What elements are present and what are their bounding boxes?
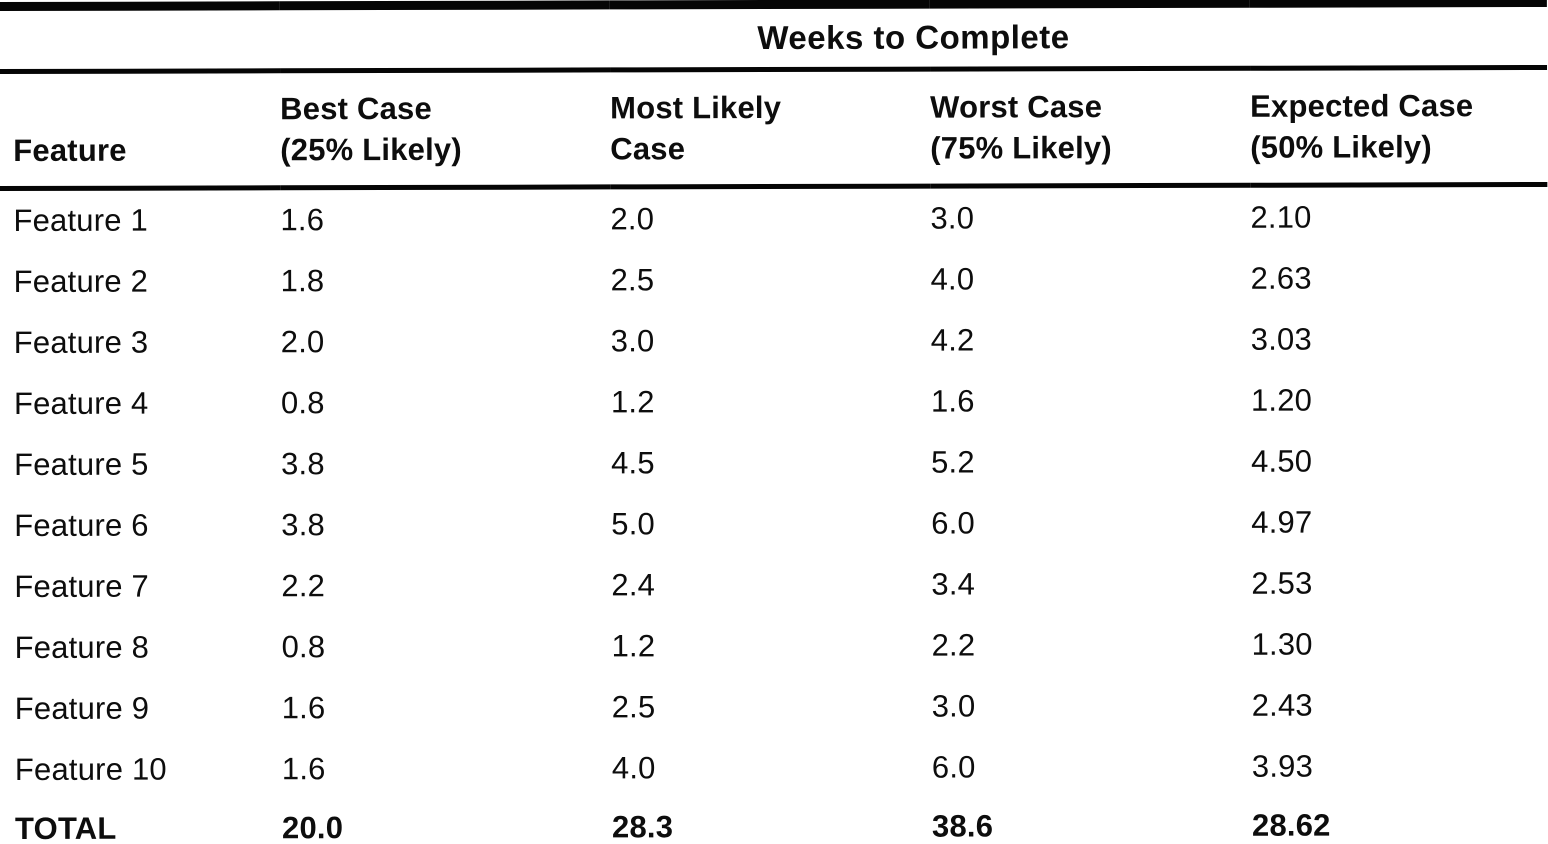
table-row: Feature 2 1.8 2.5 4.0 2.63 <box>0 248 1548 313</box>
expected-case-cell: 4.97 <box>1251 504 1313 541</box>
worst-case-cell: 3.0 <box>930 200 975 236</box>
best-case-cell: 2.0 <box>280 324 325 360</box>
feature-name-cell: Feature 4 <box>13 385 149 422</box>
table-title-spanner: Weeks to Complete <box>279 2 1548 71</box>
best-case-cell: 0.8 <box>280 385 325 421</box>
most-likely-cell: 2.5 <box>610 262 655 298</box>
best-case-cell: 3.8 <box>281 507 325 543</box>
most-likely-cell: 5.0 <box>611 506 655 542</box>
table-row: Feature 8 0.8 1.2 2.2 1.30 <box>0 614 1548 679</box>
col-header-most-likely-case: Most Likely Case <box>610 69 931 187</box>
worst-case-cell: 4.0 <box>930 261 975 297</box>
most-likely-cell: 4.5 <box>611 445 655 481</box>
worst-case-cell: 4.2 <box>930 322 975 358</box>
most-likely-cell: 1.2 <box>610 384 655 420</box>
expected-case-cell: 3.93 <box>1251 748 1314 785</box>
expected-case-cell: 2.63 <box>1250 260 1312 297</box>
total-best-case-cell: 20.0 <box>281 809 344 844</box>
spanner-empty-cell <box>0 5 281 72</box>
best-case-cell: 2.2 <box>281 568 326 604</box>
table-row: Feature 1 1.6 2.0 3.0 2.10 <box>0 184 1548 252</box>
most-likely-cell: 2.0 <box>610 201 655 237</box>
col-header-expected-case: Expected Case (50% Likely) <box>1250 67 1548 186</box>
feature-name-cell: Feature 10 <box>14 751 167 788</box>
best-case-cell: 1.6 <box>281 751 326 787</box>
total-label-cell: TOTAL <box>14 810 117 844</box>
best-case-cell: 1.8 <box>280 263 325 299</box>
expected-case-cell: 2.43 <box>1251 687 1313 724</box>
spanner-row: Weeks to Complete <box>0 2 1548 72</box>
best-case-cell: 3.8 <box>281 446 325 482</box>
expected-case-cell: 4.50 <box>1251 443 1313 480</box>
col-header-best-case: Best Case (25% Likely) <box>280 69 611 188</box>
total-row: TOTAL 20.0 28.3 38.6 28.62 <box>1 797 1548 844</box>
worst-case-cell: 3.4 <box>931 566 976 602</box>
most-likely-cell: 1.2 <box>611 628 656 664</box>
col-header-worst-case: Worst Case (75% Likely) <box>930 68 1251 186</box>
table-body: Feature 1 1.6 2.0 3.0 2.10 Feature 2 1.8 2.5 4.0… <box>0 184 1548 801</box>
best-case-cell: 1.6 <box>280 202 325 238</box>
table-row: Feature 7 2.2 2.4 3.4 2.53 <box>0 553 1548 618</box>
total-worst-case-cell: 38.6 <box>931 808 994 844</box>
feature-name-cell: Feature 7 <box>14 568 149 605</box>
expected-case-cell: 3.03 <box>1250 321 1312 358</box>
most-likely-cell: 4.0 <box>611 750 656 786</box>
most-likely-cell: 3.0 <box>610 323 655 359</box>
expected-case-cell: 2.10 <box>1250 199 1312 236</box>
table-row: Feature 6 3.8 5.0 6.0 4.97 <box>0 492 1548 557</box>
feature-name-cell: Feature 2 <box>13 263 149 300</box>
worst-case-cell: 2.2 <box>931 627 976 663</box>
table-row: Feature 9 1.6 2.5 3.0 2.43 <box>1 675 1548 740</box>
worst-case-cell: 1.6 <box>930 383 975 419</box>
worst-case-cell: 5.2 <box>931 444 975 480</box>
worst-case-cell: 6.0 <box>931 749 976 785</box>
best-case-cell: 0.8 <box>281 629 326 665</box>
feature-name-cell: Feature 1 <box>13 202 148 239</box>
table-row: Feature 3 2.0 3.0 4.2 3.03 <box>0 309 1548 374</box>
expected-case-cell: 1.30 <box>1251 626 1313 663</box>
most-likely-cell: 2.5 <box>611 689 656 725</box>
feature-name-cell: Feature 8 <box>14 629 150 666</box>
most-likely-cell: 2.4 <box>611 567 656 603</box>
feature-name-cell: Feature 5 <box>14 446 149 483</box>
table-row: Feature 4 0.8 1.2 1.6 1.20 <box>0 370 1548 435</box>
table-row: Feature 5 3.8 4.5 5.2 4.50 <box>0 431 1548 496</box>
column-header-row: Feature Best Case (25% Likely) Most Like… <box>0 67 1548 189</box>
worst-case-cell: 3.0 <box>931 688 976 724</box>
col-header-feature: Feature <box>0 70 281 189</box>
total-expected-case-cell: 28.62 <box>1251 807 1331 843</box>
feature-name-cell: Feature 6 <box>14 507 149 544</box>
table-row: Feature 10 1.6 4.0 6.0 3.93 <box>1 736 1548 801</box>
total-most-likely-cell: 28.3 <box>611 809 674 844</box>
feature-name-cell: Feature 3 <box>13 324 149 361</box>
feature-name-cell: Feature 9 <box>14 690 150 727</box>
expected-case-cell: 2.53 <box>1251 565 1313 602</box>
best-case-cell: 1.6 <box>281 690 326 726</box>
worst-case-cell: 6.0 <box>931 505 975 541</box>
expected-case-cell: 1.20 <box>1250 382 1313 419</box>
